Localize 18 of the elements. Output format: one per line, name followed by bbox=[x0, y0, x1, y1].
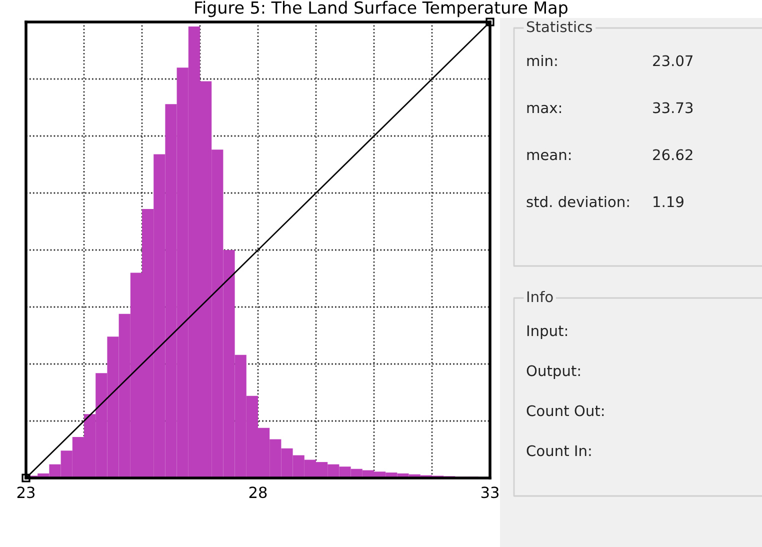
x-tick-label: 33 bbox=[481, 486, 498, 498]
text: 1.19 bbox=[654, 196, 684, 208]
text: min: bbox=[527, 54, 557, 66]
text: max: bbox=[527, 104, 561, 114]
text: mean: bbox=[527, 152, 571, 160]
x-tick-label: 28 bbox=[249, 486, 267, 498]
chart-title: Figure 5: The Land Surface Temperature Map bbox=[195, 0, 568, 18]
text: 26.62 bbox=[653, 149, 692, 160]
text: 33.73 bbox=[653, 102, 693, 114]
text: Input: bbox=[527, 325, 567, 340]
text: std. deviation: bbox=[526, 196, 629, 208]
x-tick-label: 23 bbox=[17, 486, 34, 498]
text: Count Out: bbox=[526, 405, 604, 416]
text: Count In: bbox=[526, 445, 591, 456]
text: Statistics bbox=[526, 20, 592, 32]
text: 23.07 bbox=[653, 55, 693, 66]
text: Output: bbox=[526, 365, 580, 380]
text: Info bbox=[527, 290, 553, 302]
